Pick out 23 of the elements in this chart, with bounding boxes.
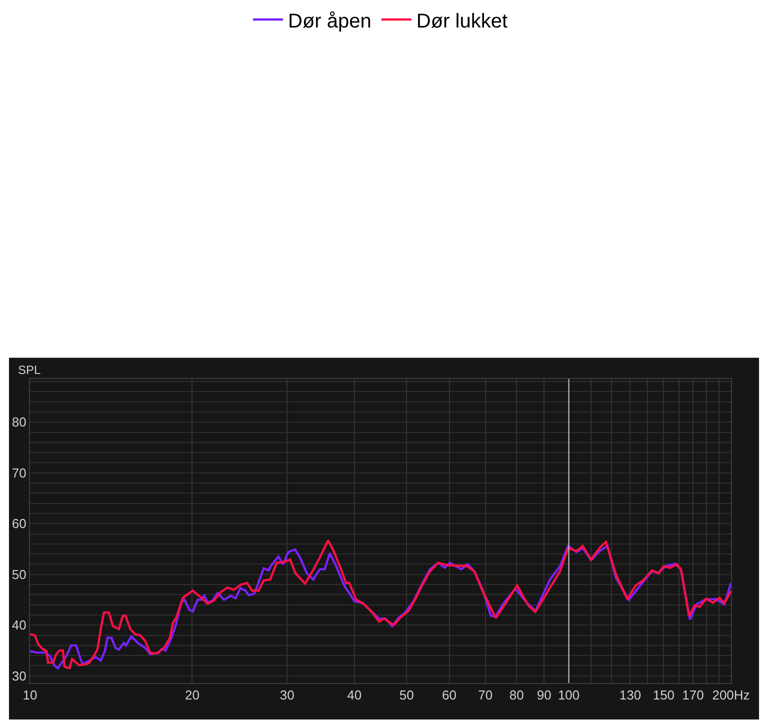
x-tick-label: 150 [652, 688, 675, 703]
x-tick-label: 50 [399, 688, 414, 703]
y-tick-label: 50 [12, 566, 26, 582]
legend-label: Dør åpen [288, 10, 372, 32]
x-tick-label: 60 [442, 688, 457, 703]
x-tick-label: 30 [280, 688, 294, 703]
y-tick-label: 80 [12, 414, 26, 430]
x-tick-label: 40 [347, 688, 362, 703]
x-tick-label: 80 [509, 688, 524, 703]
x-tick-label: 90 [536, 688, 552, 703]
x-tick-label: 200Hz [712, 688, 750, 703]
y-tick-label: 70 [12, 465, 26, 480]
y-tick-label: 30 [12, 668, 26, 684]
x-tick-label: 130 [619, 688, 642, 703]
y-tick-label: 40 [12, 618, 26, 633]
y-axis-title: SPL [18, 363, 42, 377]
legend-label: Dør lukket [416, 10, 508, 32]
x-tick-label: 170 [682, 688, 704, 703]
x-tick-label: 10 [22, 688, 38, 703]
y-tick-label: 60 [12, 516, 26, 532]
x-tick-label: 20 [184, 688, 200, 703]
x-tick-label: 100 [558, 688, 580, 703]
x-tick-label: 70 [478, 688, 493, 703]
